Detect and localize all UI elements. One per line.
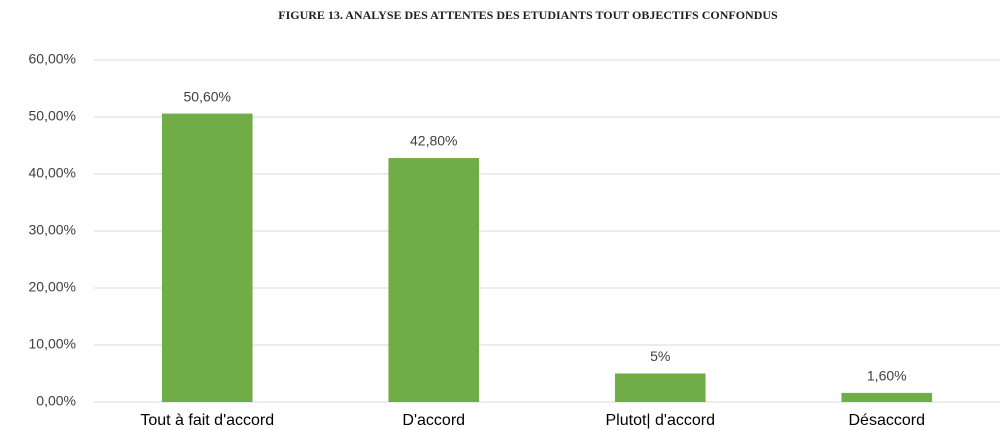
y-tick-label: 50,00% [29, 108, 76, 124]
y-tick-label: 20,00% [29, 279, 76, 295]
data-label: 5% [650, 348, 670, 364]
bar [841, 392, 933, 402]
chart-title: FIGURE 13. ANALYSE DES ATTENTES DES ETUD… [278, 8, 778, 22]
x-tick-label: Plutot| d'accord [606, 412, 716, 429]
y-tick-label: 10,00% [29, 336, 76, 352]
y-tick-label: 40,00% [29, 165, 76, 181]
data-label: 50,60% [184, 88, 231, 104]
data-label: 1,60% [867, 368, 907, 384]
bar [614, 373, 706, 402]
x-tick-label: Tout à fait d'accord [140, 412, 274, 429]
bar [161, 113, 253, 402]
x-tick-label: D'accord [402, 412, 465, 429]
y-tick-label: 0,00% [36, 393, 76, 409]
y-tick-label: 30,00% [29, 222, 76, 238]
y-tick-label: 60,00% [29, 51, 76, 67]
bar [388, 158, 480, 402]
x-tick-label: Désaccord [849, 412, 925, 429]
data-label: 42,80% [410, 133, 457, 149]
